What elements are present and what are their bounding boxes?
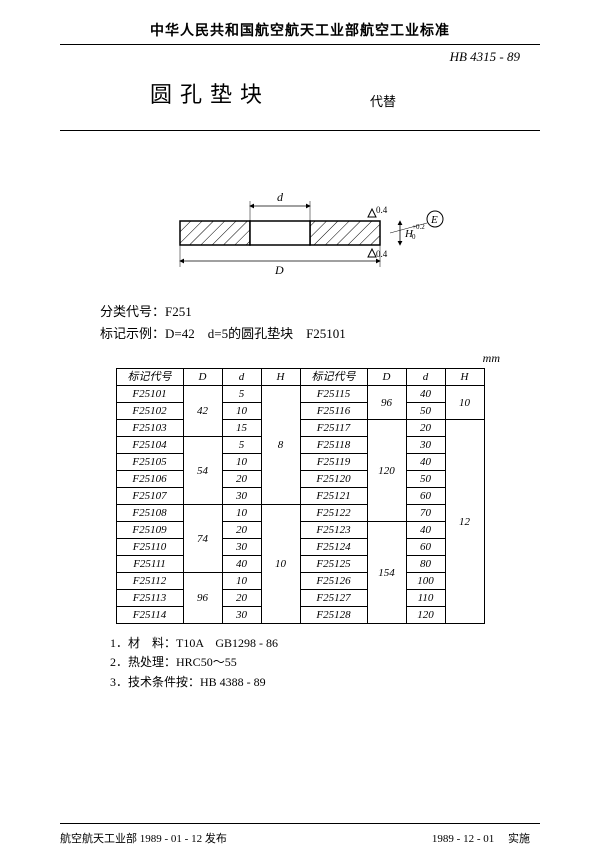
table-row: F251129610F25126100: [116, 573, 484, 590]
table-header: d: [406, 369, 445, 386]
org-title: 中华人民共和国航空航天工业部航空工业标准: [60, 20, 540, 40]
footer-label: 实施: [508, 833, 530, 845]
spec-table: 标记代号DdH标记代号DdH F251014258F25115964010F25…: [116, 368, 485, 624]
table-row: F2511140F2512580: [116, 556, 484, 573]
dim-D: D: [274, 263, 284, 277]
table-header: 标记代号: [300, 369, 367, 386]
note-3: 3．技术条件按：HB 4388 - 89: [110, 673, 540, 692]
example-line: 标记示例：D=42 d=5的圆孔垫块 F25101: [100, 323, 540, 345]
svg-text:E: E: [430, 214, 438, 226]
table-header: d: [222, 369, 261, 386]
table-row: F25108741010F2512270: [116, 505, 484, 522]
table-header: 标记代号: [116, 369, 183, 386]
table-header: D: [183, 369, 222, 386]
table-header: D: [367, 369, 406, 386]
table-row: F2510510F2511940: [116, 454, 484, 471]
table-header: H: [445, 369, 484, 386]
dim-d: d: [277, 190, 284, 204]
class-line: 分类代号：F251: [100, 301, 540, 323]
footer-left: 航空航天工业部 1989 - 01 - 12 发布: [60, 830, 227, 846]
table-row: F2510730F2512160: [116, 488, 484, 505]
replace-label: 代替: [370, 91, 396, 110]
table-row: F2510620F2512050: [116, 471, 484, 488]
svg-text:0.4: 0.4: [376, 249, 388, 259]
table-row: F2511320F25127110: [116, 590, 484, 607]
footer: 航空航天工业部 1989 - 01 - 12 发布 1989 - 12 - 01…: [60, 823, 540, 846]
table-row: F2511430F25128120: [116, 607, 484, 624]
section-diagram: d D 0.4 0.4 H +0.2 0 E: [140, 181, 460, 281]
svg-text:0.4: 0.4: [376, 205, 388, 215]
table-row: F251014258F25115964010: [116, 386, 484, 403]
footer-date: 1989 - 12 - 01: [432, 833, 494, 845]
table-header: H: [261, 369, 300, 386]
table-row: F25104545F2511830: [116, 437, 484, 454]
doc-title: 圆孔垫块: [150, 77, 270, 110]
note-2: 2．热处理：HRC50～55: [110, 653, 540, 672]
table-row: F2511030F2512460: [116, 539, 484, 556]
table-row: F2510210F2511650: [116, 403, 484, 420]
table-row: F2510315F251171202012: [116, 420, 484, 437]
header-rule: [60, 44, 540, 45]
note-1: 1．材 料：T10A GB1298 - 86: [110, 634, 540, 653]
unit-label: mm: [60, 351, 540, 366]
section-rule: [60, 130, 540, 131]
standard-code: HB 4315 - 89: [60, 49, 540, 65]
svg-text:0: 0: [412, 233, 416, 241]
table-row: F2510920F2512315440: [116, 522, 484, 539]
